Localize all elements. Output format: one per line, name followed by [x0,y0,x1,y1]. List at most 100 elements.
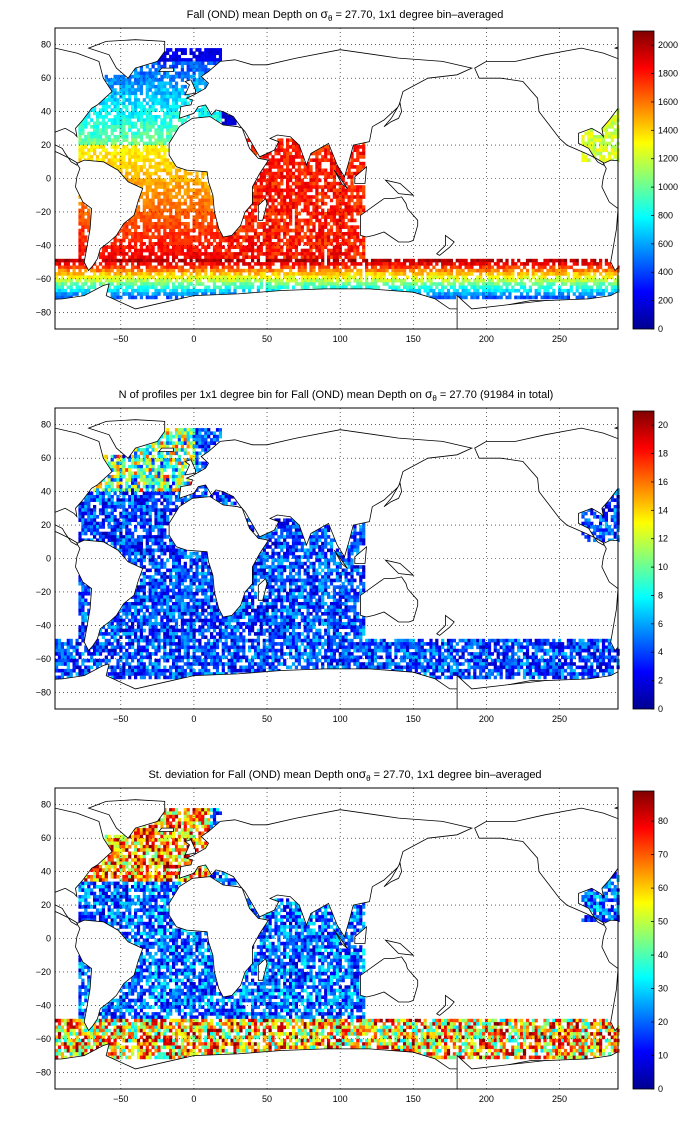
heatmap-cell [338,232,342,236]
heatmap-cell [166,488,170,492]
heatmap-cell [514,265,518,270]
heatmap-cell [215,275,220,280]
heatmap-cell [166,248,170,253]
heatmap-cell [297,211,301,216]
heatmap-cell [151,108,155,112]
heatmap-cell [119,285,123,290]
heatmap-cell [151,295,155,300]
heatmap-cell [131,235,135,240]
heatmap-cell [174,448,179,452]
heatmap-cell [163,121,167,126]
heatmap-cell [245,275,249,280]
heatmap-cell [81,242,85,246]
heatmap-cell [236,272,240,276]
heatmap-cell [142,118,146,122]
heatmap-cell [429,285,433,290]
heatmap-cell [139,218,144,223]
heatmap-cell [160,211,164,216]
heatmap-cell [198,275,202,280]
heatmap-cell [148,495,152,499]
heatmap-cell [139,474,144,479]
heatmap-cell [476,268,480,273]
heatmap-cell [134,168,138,173]
heatmap-cell [248,285,252,290]
heatmap-cell [382,275,386,280]
heatmap-cell [218,248,223,253]
heatmap-cell [180,64,185,69]
heatmap-cell [142,161,146,166]
heatmap-cell [198,451,202,456]
heatmap-cell [309,195,313,199]
heatmap-cell [490,288,495,293]
heatmap-cell [265,255,269,260]
heatmap-cell [215,495,220,499]
heatmap-cell [294,178,299,183]
heatmap-cell [180,461,185,466]
heatmap-cell [444,285,448,290]
heatmap-cell [163,468,167,472]
heatmap-cell [104,78,108,82]
heatmap-cell [294,168,299,173]
heatmap-cell [192,451,196,456]
heatmap-cell [315,238,319,243]
heatmap-cell [195,252,199,256]
heatmap-cell [57,265,62,270]
heatmap-cell [256,198,261,203]
heatmap-cell [274,218,278,223]
heatmap-cell [186,235,190,240]
heatmap-cell [344,171,348,176]
heatmap-cell [157,201,161,206]
heatmap-cell [93,138,97,143]
heatmap-cell [87,498,91,502]
heatmap-cell [160,501,164,506]
heatmap-cell [148,181,152,186]
heatmap-cell [142,495,146,499]
heatmap-cell [163,84,167,89]
heatmap-cell [125,498,129,502]
heatmap-cell [265,265,269,270]
heatmap-cell [151,282,155,286]
heatmap-cell [294,198,299,203]
heatmap-cell [142,198,146,203]
heatmap-cell [517,258,521,263]
heatmap-cell [186,181,190,186]
heatmap-cell [172,218,176,223]
heatmap-cell [142,155,146,159]
heatmap-cell [578,272,582,276]
heatmap-cell [543,288,547,293]
heatmap-cell [136,498,141,502]
heatmap-cell [347,201,351,206]
heatmap-cell [218,255,223,260]
heatmap-cell [192,248,196,253]
heatmap-cell [441,292,445,296]
heatmap-cell [151,61,155,66]
heatmap-cell [55,258,59,263]
heatmap-cell [546,285,550,290]
heatmap-cell [148,245,152,250]
heatmap-cell [373,285,378,290]
heatmap-cell [581,288,585,293]
heatmap-cell [227,238,231,243]
heatmap-cell [604,505,609,509]
heatmap-cell [107,245,111,250]
heatmap-cell [125,161,129,166]
heatmap-cell [163,258,167,263]
heatmap-cell [148,464,152,469]
heatmap-cell [142,471,146,476]
heatmap-cell [160,434,164,439]
heatmap-cell [350,262,354,266]
heatmap-cell [520,278,524,283]
heatmap-cell [327,171,331,176]
heatmap-cell [195,278,199,283]
heatmap-cell [128,155,132,159]
heatmap-cell [321,198,325,203]
heatmap-cell [520,285,524,290]
heatmap-cell [160,222,164,226]
heatmap-cell [294,222,299,226]
heatmap-cell [198,228,202,233]
heatmap-cell [359,278,363,283]
heatmap-cell [321,188,325,193]
heatmap-cell [487,282,492,286]
heatmap-cell [72,288,76,293]
heatmap-cell [265,161,269,166]
